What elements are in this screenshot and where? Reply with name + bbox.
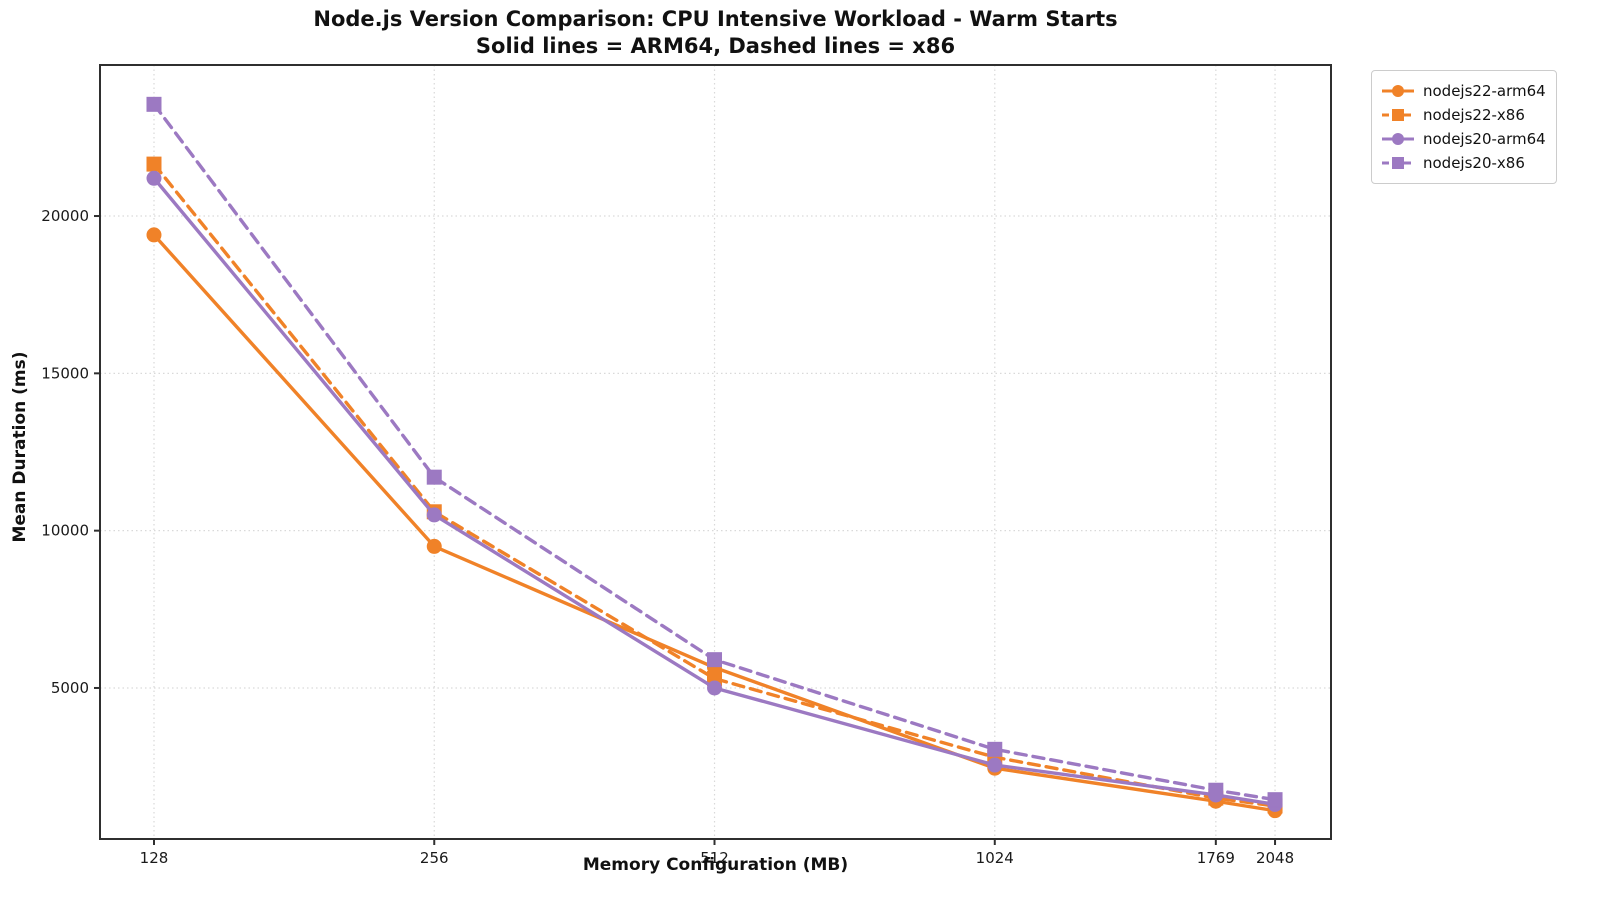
series-line-nodejs20-x86 [152,102,1277,802]
legend-label: nodejs22-x86 [1423,106,1525,124]
series-line-nodejs22-arm64 [152,233,1277,813]
grid-lines [100,65,1331,839]
axes-spines [99,64,1332,840]
x-tick-label: 512 [700,849,729,867]
legend-item-nodejs20-arm64: nodejs20-arm64 [1381,127,1546,151]
marker-nodejs20-arm64 [146,170,162,186]
y-tick-label: 10000 [41,522,89,540]
tick-labels: 5000 10000 15000 20000 128 256 512 1024 1769 2048 [41,207,1294,867]
series-nodejs20-x86 [146,96,1283,808]
data-series [146,96,1283,819]
legend-label: nodejs22-arm64 [1423,82,1546,100]
legend-swatch-solid-circle [1381,83,1415,99]
series-nodejs22-arm64 [146,227,1283,819]
marker-nodejs22-arm64 [146,227,162,243]
axis-ticks [94,215,1277,845]
marker-nodejs20-arm64 [707,680,723,696]
y-axis-label: Mean Duration (ms) [10,351,30,543]
series-line-nodejs22-x86 [152,162,1277,808]
marker-nodejs20-arm64 [426,507,442,523]
series-nodejs20-arm64 [146,170,1283,812]
legend-swatch-dashed-square [1381,155,1415,171]
x-tick-label: 256 [420,849,449,867]
chart-title: Node.js Version Comparison: CPU Intensiv… [313,7,1118,31]
legend-label: nodejs20-arm64 [1423,130,1546,148]
marker-nodejs22-x86 [146,156,162,172]
marker-nodejs20-x86 [707,652,723,668]
marker-nodejs22-arm64 [426,538,442,554]
x-axis-label: Memory Configuration (MB) [582,855,849,875]
y-tick-label: 15000 [41,364,89,382]
chart-subtitle: Solid lines = ARM64, Dashed lines = x86 [475,34,956,58]
x-tick-label: 2048 [1256,849,1294,867]
legend-swatch-dashed-square [1381,107,1415,123]
legend: nodejs22-arm64 nodejs22-x86 nodejs20-arm64… [1371,70,1557,184]
legend-item-nodejs22-arm64: nodejs22-arm64 [1381,79,1546,103]
marker-nodejs20-x86 [1267,792,1283,808]
legend-label: nodejs20-x86 [1423,154,1525,172]
legend-swatch-solid-circle [1381,131,1415,147]
legend-item-nodejs22-x86: nodejs22-x86 [1381,103,1546,127]
marker-nodejs20-arm64 [987,757,1003,773]
marker-nodejs20-x86 [146,96,162,112]
series-line-nodejs20-arm64 [152,176,1277,807]
chart-title-block: Node.js Version Comparison: CPU Intensiv… [100,6,1331,60]
x-tick-label: 1024 [976,849,1014,867]
y-tick-label: 20000 [41,207,89,225]
legend-item-nodejs20-x86: nodejs20-x86 [1381,151,1546,175]
x-tick-label: 128 [140,849,169,867]
x-tick-label: 1769 [1197,849,1235,867]
y-tick-label: 5000 [51,679,89,697]
marker-nodejs20-x86 [426,469,442,485]
marker-nodejs20-x86 [1208,782,1224,798]
marker-nodejs20-x86 [987,741,1003,757]
